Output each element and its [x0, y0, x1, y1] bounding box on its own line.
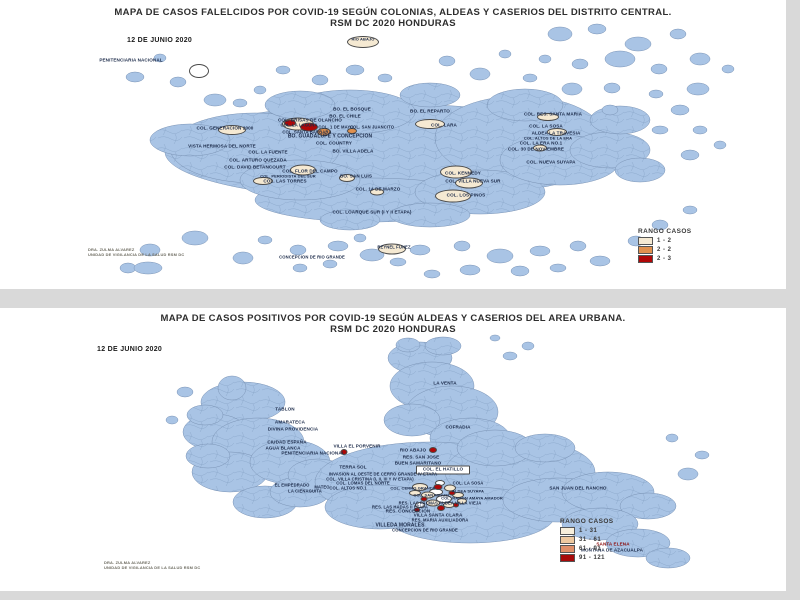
legend-row: 1 - 2	[638, 237, 692, 245]
bottom-map-legend: RANGO CASOS 1 - 31 31 - 61 61 - 91 91 - 121	[560, 518, 614, 563]
bottom-map-title-line2: RSM DC 2020 HONDURAS	[330, 323, 456, 335]
legend-items: 1 - 31 31 - 61 61 - 91 91 - 121	[560, 527, 614, 562]
bottom-map-attribution-line1: DRA. ZULMA ALVAREZ	[104, 560, 151, 565]
legend-row: 91 - 121	[560, 554, 614, 562]
bottom-map-mainland	[182, 336, 691, 569]
top-map-title: MAPA DE CASOS FALELCIDOS POR COVID-19 SE…	[0, 7, 786, 29]
top-map-islands	[119, 23, 735, 279]
frame-right	[786, 0, 800, 600]
bottom-map-shape	[165, 334, 710, 569]
panel-divider	[0, 289, 800, 308]
legend-swatch	[638, 255, 653, 263]
top-map-title-line1: MAPA DE CASOS FALELCIDOS POR COVID-19 SE…	[114, 7, 672, 18]
legend-label: 61 - 91	[579, 545, 602, 552]
frame-bottom	[0, 591, 800, 600]
legend-row: 1 - 31	[560, 527, 614, 535]
top-map-attribution-line1: DRA. ZULMA ALVAREZ	[88, 247, 135, 252]
bottom-map-attribution: DRA. ZULMA ALVAREZ UNIDAD DE VIGILANCIA …	[104, 560, 200, 570]
top-map-attribution: DRA. ZULMA ALVAREZ UNIDAD DE VIGILANCIA …	[88, 247, 184, 257]
legend-label: 2 - 2	[657, 246, 672, 253]
legend-label: 31 - 61	[579, 536, 602, 543]
legend-label: 1 - 2	[657, 237, 672, 244]
legend-label: 91 - 121	[579, 554, 606, 561]
legend-swatch	[638, 237, 653, 245]
legend-row: 61 - 91	[560, 545, 614, 553]
top-map-title-line2: RSM DC 2020 HONDURAS	[330, 17, 456, 29]
legend-title: RANGO CASOS	[638, 228, 692, 235]
top-map-legend: RANGO CASOS 1 - 2 2 - 2 2 - 3	[638, 228, 692, 264]
top-map-attribution-line2: UNIDAD DE VIGILANCIA DE LA SALUD RSM DC	[88, 252, 185, 257]
legend-swatch	[560, 545, 575, 553]
legend-label: 2 - 3	[657, 255, 672, 262]
legend-swatch	[560, 527, 575, 535]
legend-label: 1 - 31	[579, 527, 598, 534]
legend-row: 2 - 3	[638, 255, 692, 263]
top-map-date: 12 DE JUNIO 2020	[127, 37, 193, 44]
legend-swatch	[560, 536, 575, 544]
legend-title: RANGO CASOS	[560, 518, 614, 525]
legend-swatch	[560, 554, 575, 562]
top-map-mainland	[149, 82, 666, 231]
bottom-map-date: 12 DE JUNIO 2020	[97, 346, 163, 353]
bottom-map-title: MAPA DE CASOS POSITIVOS POR COVID-19 SEG…	[0, 313, 786, 335]
bottom-map-title-line1: MAPA DE CASOS POSITIVOS POR COVID-19 SEG…	[160, 313, 626, 324]
legend-row: 31 - 61	[560, 536, 614, 544]
legend-swatch	[638, 246, 653, 254]
bottom-map-islands	[165, 334, 710, 481]
legend-items: 1 - 2 2 - 2 2 - 3	[638, 237, 692, 263]
bottom-map-attribution-line2: UNIDAD DE VIGILANCIA DE LA SALUD RSM DC	[104, 565, 201, 570]
legend-row: 2 - 2	[638, 246, 692, 254]
